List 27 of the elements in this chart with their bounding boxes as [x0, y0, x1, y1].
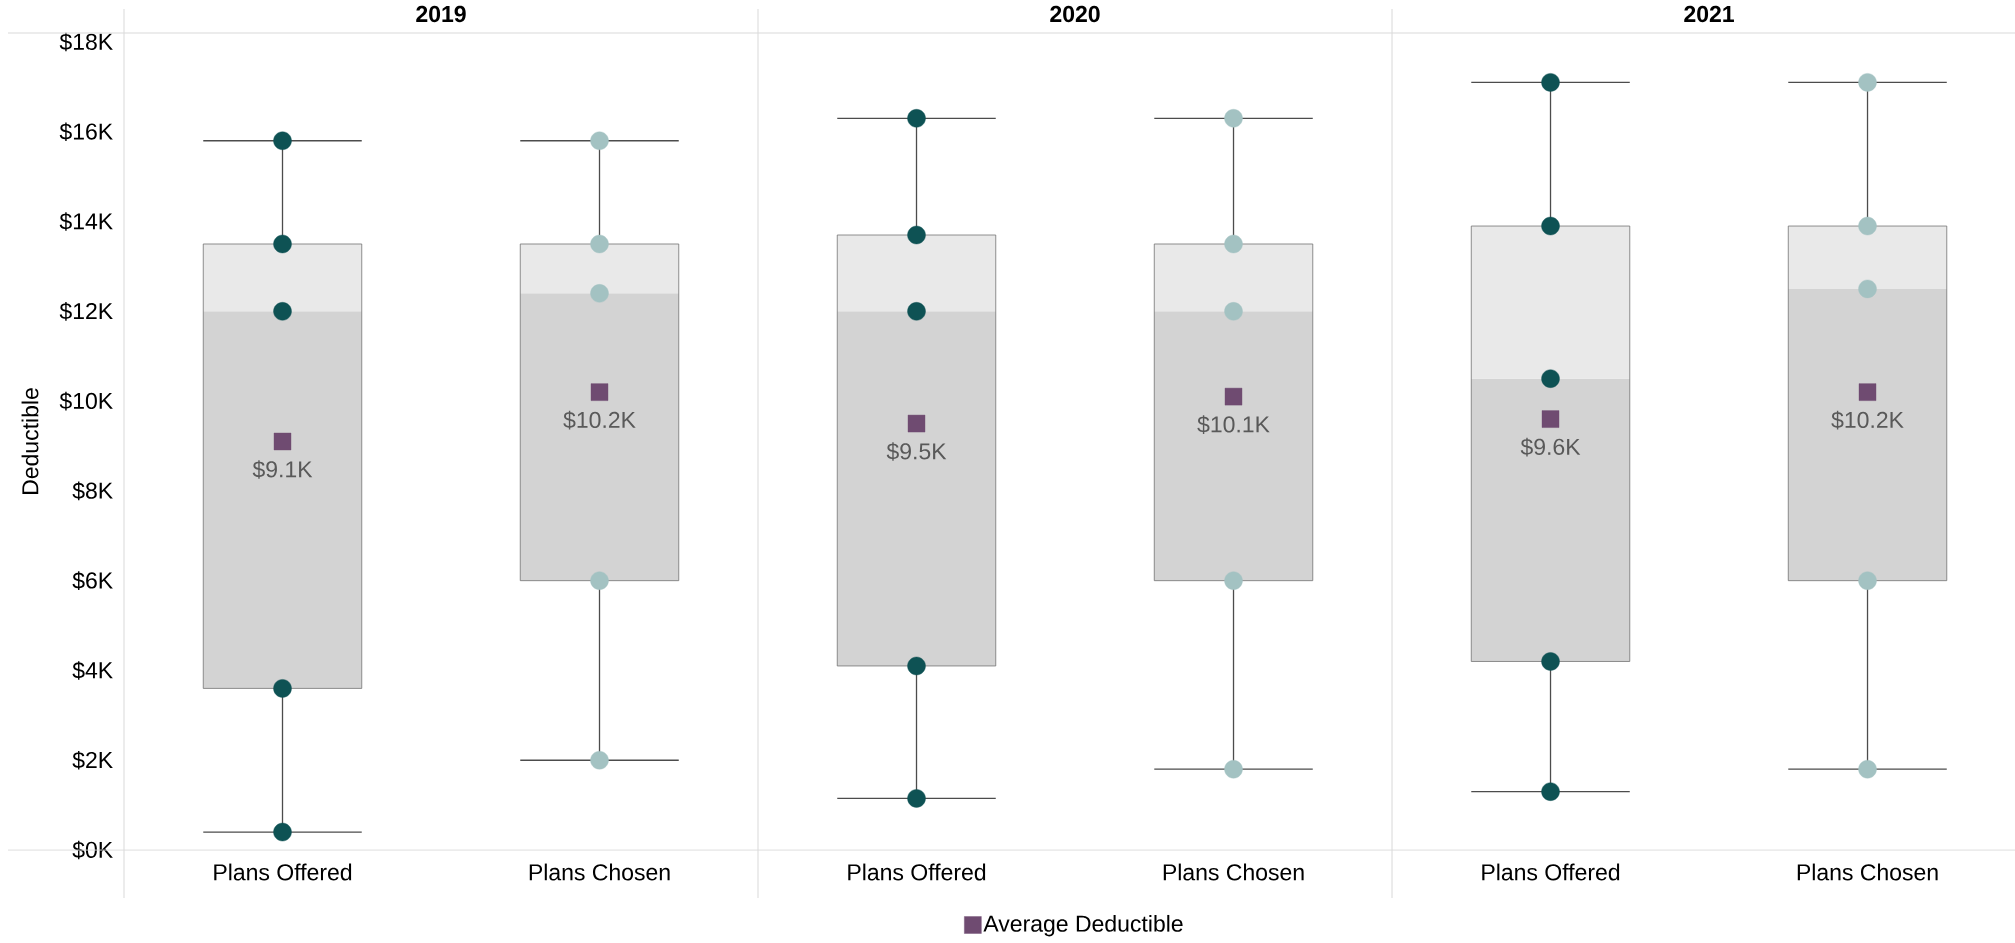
legend-label: Average Deductible [983, 914, 1183, 937]
y-tick-label: $8K [72, 481, 113, 501]
x-tick-label: Plans Offered [1482, 863, 1620, 881]
y-tick-label: $2K [72, 750, 113, 770]
y-tick-label: $4K [72, 661, 113, 680]
y-tick-label: $12K [59, 302, 113, 321]
x-tick-label: Plans Offered [848, 863, 986, 881]
x-tick-label: Plans Chosen [1797, 863, 1938, 881]
x-tick-label: Plans Chosen [1163, 863, 1304, 881]
x-tick-label: Plans Offered [214, 863, 352, 881]
data-label: $9.6K [1520, 437, 1581, 457]
y-tick-label: $6K [72, 571, 113, 590]
data-label: $9.1K [252, 460, 313, 479]
y-tick-label: $0K [72, 840, 113, 860]
y-tick-label: $18K [59, 32, 113, 52]
y-tick-label: $14K [59, 212, 113, 231]
y-tick-label: $16K [59, 122, 113, 142]
data-label: $10.2K [563, 410, 636, 430]
chart-title: 2019 [416, 5, 466, 23]
chart-title: 2021 [1684, 5, 1734, 23]
y-tick-label: $10K [59, 391, 113, 411]
x-tick-label: Plans Chosen [529, 863, 670, 881]
chart-title: 2020 [1050, 5, 1100, 23]
data-label: $10.1K [1197, 415, 1270, 434]
data-label: $10.2K [1831, 410, 1904, 430]
y-axis-title: Deductible [21, 388, 39, 494]
data-label: $9.5K [886, 442, 947, 461]
